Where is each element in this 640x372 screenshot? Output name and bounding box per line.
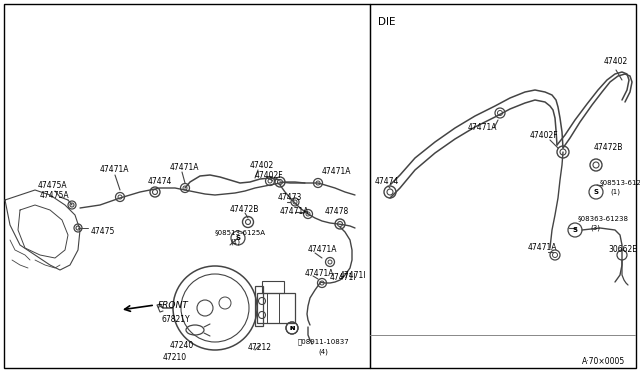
Text: 47471A: 47471A: [322, 167, 351, 176]
Text: (4): (4): [318, 349, 328, 355]
Text: (3): (3): [590, 225, 600, 231]
Text: 47475A: 47475A: [38, 180, 68, 189]
Text: 47472B: 47472B: [230, 205, 259, 215]
Text: 47402: 47402: [604, 58, 628, 67]
Text: N: N: [289, 326, 294, 330]
Text: A·70×0005: A·70×0005: [582, 357, 625, 366]
Text: 47212: 47212: [248, 343, 272, 353]
Text: §08513-6125A: §08513-6125A: [215, 229, 266, 235]
Bar: [255, 286, 263, 326]
Text: FRONT: FRONT: [158, 301, 189, 310]
Text: 47478: 47478: [325, 208, 349, 217]
Text: S: S: [236, 235, 241, 241]
Text: 47402F: 47402F: [530, 131, 559, 140]
Text: 47471A: 47471A: [170, 164, 200, 173]
Text: 47474: 47474: [375, 177, 399, 186]
Text: (1): (1): [230, 239, 240, 245]
Text: 47240: 47240: [170, 340, 195, 350]
Text: S: S: [573, 227, 577, 233]
Text: S: S: [593, 189, 598, 195]
Bar: [257, 293, 295, 323]
Text: §08363-61238: §08363-61238: [578, 215, 629, 221]
Text: 47472B: 47472B: [594, 144, 623, 153]
Text: 47471A: 47471A: [100, 166, 129, 174]
Text: 30662E: 30662E: [608, 246, 637, 254]
Text: 47402F: 47402F: [255, 170, 284, 180]
Text: 47471A: 47471A: [280, 208, 310, 217]
Text: 47471l: 47471l: [340, 270, 367, 279]
Text: 47473: 47473: [278, 193, 302, 202]
Text: 47471A: 47471A: [528, 244, 557, 253]
Text: 47475: 47475: [91, 228, 115, 237]
Text: §08513-6125A: §08513-6125A: [600, 179, 640, 185]
Text: 47474: 47474: [148, 177, 172, 186]
Text: (1): (1): [610, 189, 620, 195]
Text: 47402: 47402: [250, 160, 275, 170]
Text: ⓝ08911-10837: ⓝ08911-10837: [298, 339, 349, 345]
Text: 47210: 47210: [163, 353, 187, 362]
Text: 47471A: 47471A: [468, 124, 497, 132]
Bar: [262, 281, 284, 293]
Text: N: N: [289, 326, 294, 330]
Text: 47475A: 47475A: [40, 190, 70, 199]
Text: 47471A: 47471A: [308, 246, 337, 254]
Text: 67821Y: 67821Y: [162, 315, 191, 324]
Text: 47471l: 47471l: [330, 273, 356, 282]
Text: DIE: DIE: [378, 17, 396, 27]
Text: 47471A: 47471A: [305, 269, 335, 278]
